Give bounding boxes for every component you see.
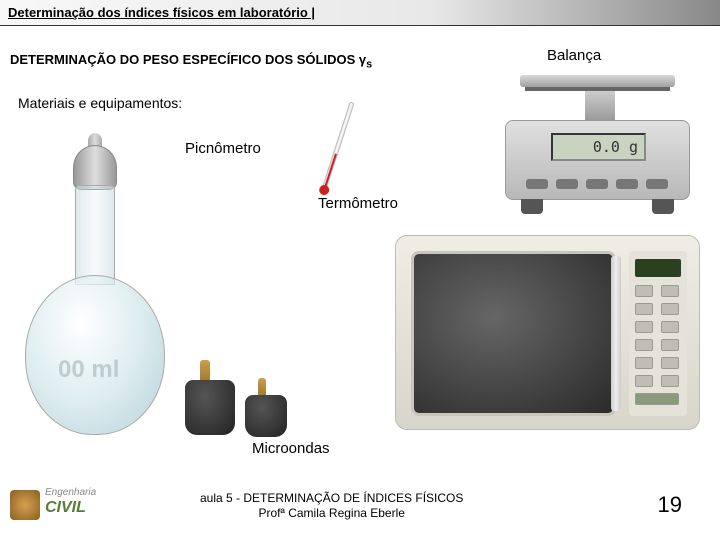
subtitle-text: DETERMINAÇÃO DO PESO ESPECÍFICO DOS SÓLI…	[10, 52, 366, 67]
footer-line1: aula 5 - DETERMINAÇÃO DE ÍNDICES FÍSICOS	[200, 491, 463, 507]
balance-foot	[521, 199, 543, 214]
balance-button	[616, 179, 638, 189]
balance-button	[586, 179, 608, 189]
microwave-button	[635, 339, 653, 351]
thermometer-illustration	[320, 102, 354, 194]
balance-pillar	[585, 91, 615, 121]
balance-pan	[520, 75, 675, 87]
footer-text: aula 5 - DETERMINAÇÃO DE ÍNDICES FÍSICOS…	[200, 491, 463, 522]
microwave-control-panel	[629, 251, 687, 416]
microwave-handle	[611, 256, 621, 411]
microwave-button	[661, 321, 679, 333]
microwave-button	[661, 357, 679, 369]
section-subtitle: DETERMINAÇÃO DO PESO ESPECÍFICO DOS SÓLI…	[10, 52, 372, 71]
microwave-button	[661, 339, 679, 351]
balance-illustration: 0.0 g	[500, 75, 695, 225]
microwave-button	[635, 285, 653, 297]
microwave-button	[661, 303, 679, 315]
balance-button	[646, 179, 668, 189]
balance-button	[556, 179, 578, 189]
microwave-display	[635, 259, 681, 277]
picnometro-label: Picnômetro	[185, 140, 261, 157]
balance-button	[526, 179, 548, 189]
page-number: 19	[658, 492, 682, 518]
microwave-door	[411, 251, 616, 416]
picnometer-illustration: 00 ml	[15, 115, 175, 435]
header-bar: Determinação dos índices físicos em labo…	[0, 0, 720, 26]
page-title: Determinação dos índices físicos em labo…	[8, 5, 315, 20]
microondas-label: Microondas	[252, 440, 330, 457]
stopper-nozzle	[200, 360, 210, 382]
microwave-button	[635, 303, 653, 315]
microwave-start-button	[635, 393, 679, 405]
microwave-button	[635, 375, 653, 387]
flask-stopper	[73, 145, 117, 190]
microwave-button	[635, 321, 653, 333]
subtitle-sub: s	[366, 59, 372, 71]
footer-line2: Profª Camila Regina Eberle	[200, 506, 463, 522]
materials-heading: Materiais e equipamentos:	[18, 95, 182, 111]
microwave-button	[661, 375, 679, 387]
flask-volume-text: 00 ml	[58, 356, 119, 384]
logo-text-top: Engenharia	[45, 487, 96, 498]
footer-logo: Engenharia CIVIL	[10, 485, 130, 525]
rubber-stopper	[245, 395, 287, 437]
microwave-button	[635, 357, 653, 369]
flask-body: 00 ml	[25, 275, 165, 435]
balanca-label: Balança	[547, 47, 601, 64]
balance-body: 0.0 g	[505, 120, 690, 200]
flask-neck	[75, 185, 115, 285]
balance-display: 0.0 g	[551, 133, 646, 161]
logo-text-bottom: CIVIL	[45, 499, 86, 517]
termometro-label: Termômetro	[318, 195, 398, 212]
thermometer-mercury	[324, 154, 337, 188]
rubber-stopper	[185, 380, 235, 435]
microwave-button	[661, 285, 679, 297]
logo-icon	[10, 490, 40, 520]
stopper-nozzle	[258, 378, 266, 396]
balance-foot	[652, 199, 674, 214]
microwave-illustration	[395, 235, 700, 430]
